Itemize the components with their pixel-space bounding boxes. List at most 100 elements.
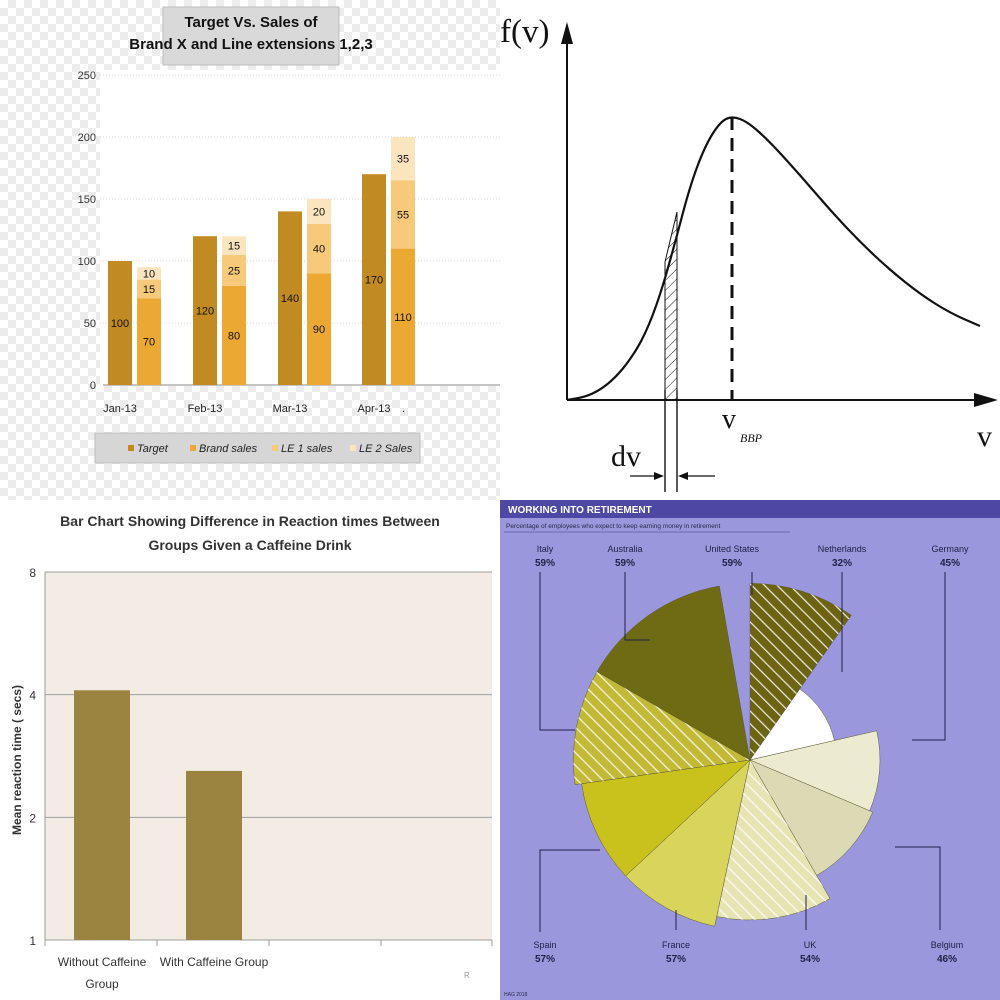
legend-label: Target [137, 443, 169, 455]
distribution-curve-chart: f(v) v BBP v dv [500, 14, 998, 492]
target-sales-chart: 0 50 100 150 200 250 Target Vs. Sales of Brand … [78, 6, 500, 464]
bar-le-2-sales [222, 236, 246, 255]
bar-target [362, 174, 386, 385]
pie-label-name: Germany [931, 544, 969, 554]
interval-arrowhead-left [654, 472, 664, 480]
legend-label: LE 1 sales [281, 443, 333, 455]
distribution-curve [566, 116, 981, 402]
bar [186, 770, 242, 940]
pie-slice-italy-hatch [573, 671, 750, 785]
pie-label-name: Belgium [931, 940, 964, 950]
pie-label-value: 45% [940, 558, 960, 569]
bar-brand-sales [222, 285, 246, 385]
pie-slice-germany [749, 730, 881, 812]
bar-le-2-sales [137, 267, 161, 280]
pie-slice-uk-hatch [716, 760, 830, 920]
pie-slice-australia [596, 585, 751, 761]
pie-label-value: 57% [535, 954, 555, 965]
bar-le-1-sales [391, 180, 415, 249]
bar-le-1-sales [222, 254, 246, 286]
pie-slice-netherlands [749, 688, 835, 761]
data-label: 40 [313, 244, 325, 256]
pie-leader-line [539, 572, 575, 731]
bar [74, 690, 130, 940]
y-tick-label: 1 [29, 934, 36, 948]
pie-label-name: United States [705, 544, 760, 554]
y-tick-label: 8 [29, 566, 36, 580]
pie-label-name: France [662, 940, 690, 950]
bar-target [108, 261, 132, 385]
y-tick-label: 4 [29, 689, 36, 703]
corner-mark: R [464, 971, 470, 980]
y-tick-label: 100 [78, 256, 96, 268]
x-tick-label: Mar-13 [273, 403, 308, 415]
pie-label-name: Netherlands [818, 544, 867, 554]
data-label: 120 [196, 306, 214, 318]
bar-brand-sales [137, 298, 161, 385]
pie-leader-line [912, 572, 946, 741]
pie-label-value: 59% [615, 558, 635, 569]
bar-le-2-sales [307, 199, 331, 224]
chart-title-line: Target Vs. Sales of [184, 14, 318, 31]
legend-swatch [128, 445, 134, 451]
peak-label-subscript: BBP [740, 431, 763, 445]
pie-title: WORKING INTO RETIREMENT [508, 505, 652, 516]
bar-target [278, 211, 302, 385]
pie-source: HAG 2018 [504, 992, 528, 998]
pie-label-name: UK [804, 940, 817, 950]
chart-title-line: Brand X and Line extensions 1,2,3 [129, 36, 372, 53]
x-axis-label: v [977, 420, 992, 453]
interval-label: dv [611, 440, 641, 473]
x-tick-label: Apr-13 [357, 403, 390, 415]
data-label: 15 [143, 284, 155, 296]
bar-le-2-sales [391, 137, 415, 181]
data-label: 80 [228, 330, 240, 342]
legend-label: Brand sales [199, 443, 258, 455]
pie-label-value: 46% [937, 954, 957, 965]
pie-subtitle: Percentage of employees who expect to ke… [506, 523, 720, 530]
y-tick-label: 250 [78, 70, 96, 82]
y-tick-label: 200 [78, 132, 96, 144]
y-axis-label: Mean reaction time ( secs) [10, 685, 24, 835]
y-tick-label: 150 [78, 194, 96, 206]
x-tick-label: With Caffeine Group [160, 955, 269, 969]
retirement-pie-chart: WORKING INTO RETIREMENT Percentage of em… [500, 500, 1000, 998]
pie-label-value: 54% [800, 954, 820, 965]
y-axis-arrow [561, 22, 573, 44]
x-axis-arrow [974, 393, 998, 407]
data-label: 35 [397, 154, 409, 166]
interval-arrowhead-right [678, 472, 688, 480]
data-label: 140 [281, 293, 299, 305]
distribution-curve-panel: f(v) v BBP v dv [500, 0, 1000, 500]
pie-title-bar [500, 500, 1000, 518]
y-tick-label: 50 [84, 318, 96, 330]
legend-swatch [190, 445, 196, 451]
bar-target [193, 236, 217, 385]
data-label: 110 [394, 312, 412, 324]
pie-slice-france [625, 759, 751, 927]
bar-le-1-sales [307, 223, 331, 274]
peak-label: v [722, 404, 736, 435]
x-tick-label: . [402, 403, 405, 415]
legend-swatch [350, 445, 356, 451]
retirement-pie-panel: WORKING INTO RETIREMENT Percentage of em… [500, 500, 1000, 1000]
data-label: 70 [143, 337, 155, 349]
bar-le-1-sales [137, 279, 161, 299]
pie-slice-spain [581, 759, 751, 877]
reaction-time-panel: 1 2 4 8 Bar Chart Showing Difference in Reac… [0, 500, 500, 1000]
pie-label-value: 59% [722, 558, 742, 569]
y-tick-label: 2 [29, 811, 36, 825]
pie-label-name: Australia [607, 544, 642, 554]
data-label: 10 [143, 268, 155, 280]
bar-brand-sales [307, 273, 331, 385]
pie-leader-line [895, 846, 941, 930]
pie-label-value: 57% [666, 954, 686, 965]
target-vs-sales-panel: 0 50 100 150 200 250 Target Vs. Sales of Brand … [0, 0, 500, 500]
reaction-time-chart: 1 2 4 8 Bar Chart Showing Difference in Reac… [10, 513, 493, 991]
pie-label-value: 59% [535, 558, 555, 569]
data-label: 170 [365, 275, 383, 287]
x-tick-label: Without Caffeine [58, 955, 147, 969]
pie-label-name: Italy [537, 544, 554, 554]
data-label: 55 [397, 210, 409, 222]
x-tick-label: Feb-13 [188, 403, 223, 415]
